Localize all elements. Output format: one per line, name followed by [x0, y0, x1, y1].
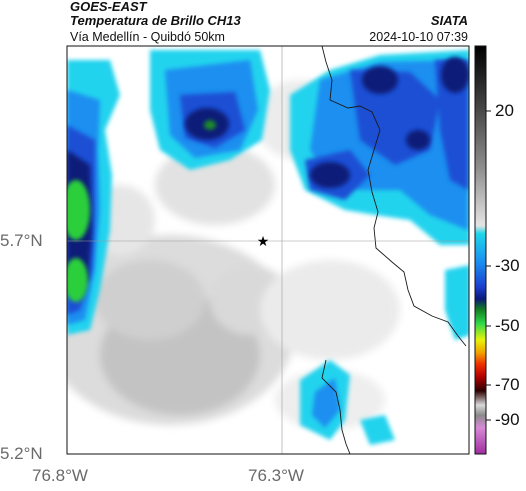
boundary-line-south [321, 359, 351, 454]
colorbar-label-minus70: -70 [495, 375, 520, 394]
satellite-name: GOES-EAST [70, 0, 147, 14]
cloud-extreme-core [67, 120, 216, 302]
organization-label: SIATA [430, 13, 468, 28]
lat-label-5-2: 5.2°N [0, 444, 43, 463]
colorbar [474, 45, 487, 455]
colorbar-label-minus90: -90 [495, 410, 520, 429]
region-label: Vía Medellín - Quibdó 50km [70, 30, 225, 44]
plot-frame [66, 45, 470, 455]
lon-label-76-8: 76.8°W [32, 466, 88, 485]
lon-label-76-3: 76.3°W [248, 466, 304, 485]
colorbar-label-minus50: -50 [495, 316, 520, 335]
satellite-imagery [67, 46, 469, 454]
colorbar-label-minus30: -30 [495, 256, 520, 275]
colorbar-label-20: 20 [495, 101, 514, 120]
product-title: Temperatura de Brillo CH13 [70, 13, 241, 28]
boundary-line [321, 46, 467, 347]
colorbar-ticks [486, 110, 491, 421]
lat-label-5-7: 5.7°N [0, 231, 43, 250]
timestamp-label: 2024-10-10 07:39 [369, 30, 468, 44]
location-star-icon: ★ [257, 234, 270, 250]
